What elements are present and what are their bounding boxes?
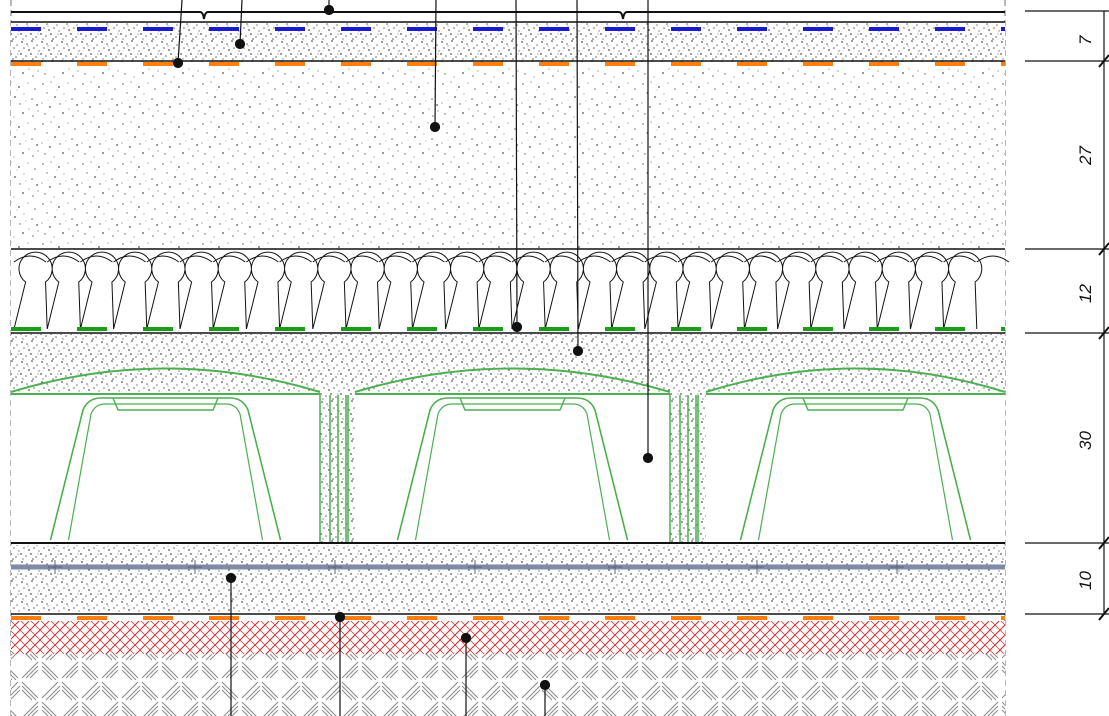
insulation-top-arc (876, 255, 910, 263)
insulation-top-arc (345, 255, 379, 263)
insulation-top-arc (378, 255, 412, 263)
insulation-top-arc (246, 255, 279, 263)
insulation-top-arc (179, 255, 213, 263)
formwork-trapezoid-inner (414, 403, 611, 541)
formwork-arch (705, 367, 1006, 393)
insulation-top-arc (80, 255, 113, 263)
insulation-top-arc (146, 255, 180, 263)
insulation-top-arc (113, 255, 146, 263)
formwork-trapezoid (739, 397, 972, 541)
layer-screed-top (11, 22, 1005, 62)
dimension-label-insulation: 12 (1076, 284, 1095, 303)
top-bracket (11, 11, 1005, 20)
leader-lines (172, 0, 654, 716)
insulation-top-arc (212, 255, 246, 263)
insulation-top-arc (943, 255, 976, 263)
dimension-lines (1025, 10, 1109, 621)
formwork-notch (459, 397, 566, 411)
insulation-wave-line (13, 251, 983, 330)
insulation-pattern (13, 251, 1010, 330)
insulation-top-arc (578, 255, 611, 263)
rebar-ticks (48, 560, 904, 574)
insulation-top-arc (511, 255, 545, 263)
insulation-top-arc (976, 255, 1010, 263)
formwork-void (706, 392, 1005, 543)
insulation-top-arc (710, 255, 744, 263)
formwork-void (11, 392, 320, 543)
insulation-top-arc (910, 255, 943, 263)
dimension-label-fill: 27 (1076, 146, 1095, 166)
formwork-arch (10, 367, 321, 393)
layer-ground-gray (11, 654, 1005, 716)
insulation-top-arc (544, 255, 578, 263)
insulation-top-arc (843, 255, 877, 263)
formwork-notch (802, 397, 909, 411)
formwork-trapezoid-inner (67, 403, 264, 541)
insulation-top-arc (312, 255, 346, 263)
formwork-trapezoid (396, 397, 629, 541)
insulation-top-arc (777, 255, 810, 263)
formwork-notch (112, 397, 219, 411)
insulation-top-arc (412, 255, 445, 263)
dimension-label-screed: 7 (1076, 35, 1095, 45)
insulation-top-arc (677, 255, 711, 263)
insulation-top-arc (478, 255, 512, 263)
layer-insulation (11, 250, 1005, 332)
formwork-trapezoid (49, 397, 282, 541)
insulation-top-arc (445, 255, 478, 263)
layer-ground-red (11, 621, 1005, 654)
insulation-top-arc (810, 255, 844, 263)
insulation-top-arc (744, 255, 777, 263)
insulation-top-arc (611, 255, 644, 263)
insulation-top-arc (279, 255, 312, 263)
dimension-label-lean: 10 (1076, 571, 1095, 590)
layer-gravel-fill (11, 68, 1005, 249)
formwork-domes (10, 367, 1006, 543)
formwork-trapezoid-inner (757, 403, 954, 541)
insulation-top-arc (46, 255, 80, 263)
formwork-arch (354, 367, 671, 393)
insulation-top-arc (13, 255, 47, 263)
formwork-void (355, 392, 670, 543)
dimension-label-slab: 30 (1076, 431, 1095, 450)
layer-lean-concrete (11, 545, 1005, 613)
